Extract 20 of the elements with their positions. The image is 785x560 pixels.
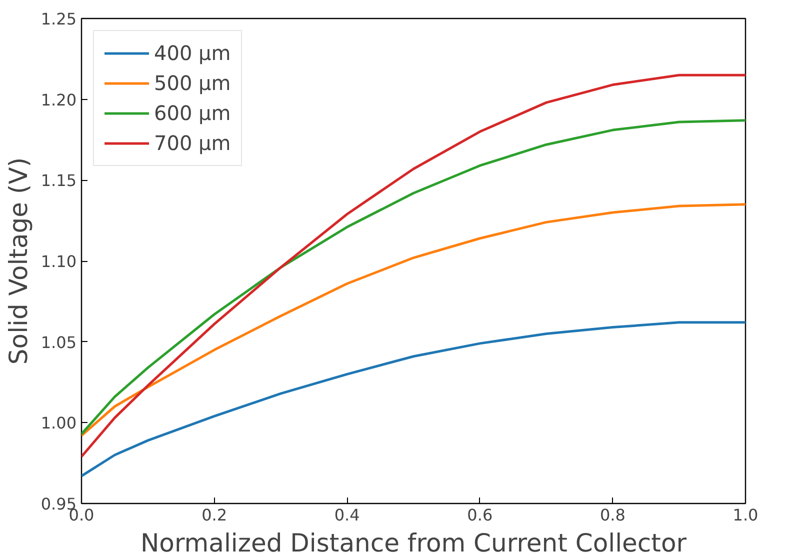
x-tick-label: 0.2: [202, 506, 228, 524]
legend-label: 700 µm: [154, 131, 231, 155]
x-tick-label: 1.0: [732, 506, 758, 524]
y-tick-label: 1.10: [40, 252, 76, 271]
y-tick-label: 1.20: [40, 90, 76, 110]
y-tick-label: 1.15: [40, 171, 76, 190]
line-series: [82, 203, 746, 437]
x-tick-label: 0.8: [600, 506, 626, 524]
line-series: [82, 321, 746, 478]
legend-label: 500 µm: [154, 71, 231, 95]
x-tick-label: 0.4: [334, 506, 360, 524]
line-series: [82, 74, 746, 458]
y-tick-label: 1.00: [40, 414, 76, 433]
x-tick-label: 0.6: [467, 506, 493, 524]
y-tick-label: 1.05: [40, 332, 76, 352]
x-axis-title: Normalized Distance from Current Collector: [140, 528, 688, 558]
y-tick-label: 1.25: [40, 10, 76, 28]
y-axis-title: Solid Voltage (V): [4, 157, 33, 365]
legend-label: 400 µm: [154, 41, 231, 65]
legend-label: 600 µm: [154, 101, 231, 125]
